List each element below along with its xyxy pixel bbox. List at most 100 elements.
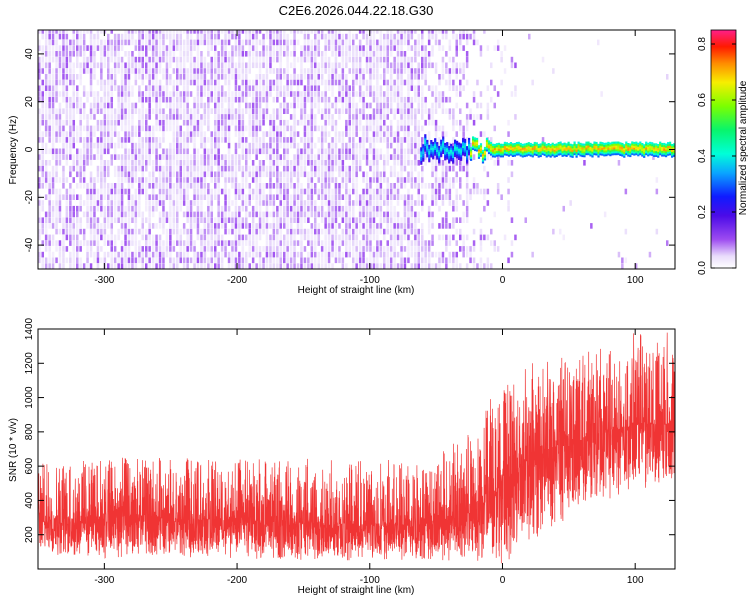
- spectrogram-cell: [65, 56, 69, 63]
- spectrogram-cell: [224, 33, 227, 40]
- spectrogram-cell: [283, 154, 286, 160]
- spectrogram-cell: [327, 223, 331, 229]
- spectrogram-cell: [110, 154, 113, 160]
- spectrogram-cell: [393, 205, 396, 212]
- spectrogram-cell: [103, 108, 107, 114]
- spectrogram-cell: [272, 125, 276, 132]
- spectrogram-cell: [379, 74, 383, 80]
- spectrogram-cell: [38, 183, 41, 189]
- spectrogram-cell: [417, 39, 420, 46]
- spectrogram-cell: [324, 217, 327, 223]
- spectrogram-cell: [69, 183, 72, 189]
- spectrogram-cell: [93, 177, 96, 183]
- spectrogram-cell: [134, 154, 138, 160]
- spectrogram-line-cell: [466, 157, 469, 160]
- spectrogram-cell: [441, 131, 445, 137]
- spectrogram-cell: [327, 165, 331, 172]
- spectrogram-line-cell: [483, 156, 487, 159]
- spectrogram-cell: [352, 205, 355, 212]
- spectrogram-cell: [389, 217, 393, 223]
- spectrogram-cell: [348, 148, 351, 155]
- spectrogram-line-cell: [539, 143, 542, 146]
- spectrogram-cell: [196, 56, 200, 63]
- spectrogram-cell: [110, 51, 113, 57]
- spectrogram-cell: [393, 183, 396, 189]
- spectrogram-cell: [348, 165, 351, 172]
- spectrogram-cell: [459, 263, 462, 269]
- spectrogram-cell: [355, 131, 358, 137]
- spectrogram-cell: [455, 119, 458, 126]
- spectrogram-cell: [283, 160, 286, 166]
- spectrogram-line-cell: [466, 155, 469, 158]
- spectrogram-cell: [107, 205, 110, 212]
- spectrogram-cell: [141, 223, 144, 229]
- spectrogram-cell: [438, 188, 441, 195]
- spectrogram-cell: [258, 56, 262, 63]
- spectrogram-cell: [434, 125, 438, 132]
- spectrogram-cell: [44, 96, 48, 103]
- spectrogram-cell: [296, 188, 300, 195]
- spectrogram-cell: [169, 62, 172, 69]
- spectrogram-cell: [203, 194, 207, 200]
- spectrogram-cell: [365, 194, 369, 200]
- spectrogram-cell: [417, 125, 420, 132]
- spectrogram-line-cell: [442, 140, 445, 143]
- spectrogram-cell: [289, 62, 293, 69]
- spectrogram-cell: [269, 188, 272, 195]
- spectrogram-cell: [251, 51, 255, 57]
- spectrogram-cell: [169, 79, 172, 86]
- spectrogram-cell: [276, 148, 279, 155]
- spectrogram-cell: [103, 125, 107, 132]
- spectrogram-cell: [331, 102, 334, 109]
- spectrogram-cell: [145, 234, 148, 241]
- spectrogram-cell: [296, 211, 300, 218]
- spectrogram-cell: [327, 205, 331, 212]
- spectrogram-cell: [207, 154, 210, 160]
- spectrogram-cell: [196, 62, 200, 69]
- spectrogram-cell: [93, 223, 96, 229]
- spectrogram-line-cell: [531, 153, 534, 156]
- spectrogram-cell: [510, 251, 514, 258]
- spectrogram-cell: [189, 257, 193, 264]
- spectrogram-cell: [289, 240, 293, 246]
- spectrogram-cell: [89, 177, 93, 183]
- spectrogram-cell: [448, 96, 452, 103]
- spectrogram-cell: [72, 125, 75, 132]
- spectrogram-cell: [393, 223, 396, 229]
- spectrogram-cell: [134, 131, 138, 137]
- spectrogram-cell: [189, 68, 193, 74]
- spectrogram-cell: [379, 194, 383, 200]
- spectrogram-cell: [327, 194, 331, 200]
- spectrogram-line-cell: [442, 136, 445, 139]
- spectrogram-line-cell: [507, 145, 510, 148]
- spectrogram-cell: [310, 165, 314, 172]
- spectrogram-line-cell: [468, 147, 471, 150]
- spectrogram-cell: [320, 251, 324, 258]
- spectrogram-cell: [403, 228, 407, 235]
- spectrogram-cell: [65, 51, 69, 57]
- spectrogram-cell: [200, 96, 203, 103]
- spectrogram-cell: [400, 160, 403, 166]
- spectrogram-cell: [396, 240, 400, 246]
- spectrogram-cell: [120, 137, 124, 143]
- spectrogram-line-cell: [535, 153, 538, 156]
- spectrogram-cell: [314, 217, 317, 223]
- spectrogram-cell: [44, 30, 48, 34]
- spectrogram-cell: [38, 85, 41, 91]
- spectrogram-cell: [44, 85, 48, 91]
- spectrogram-line-cell: [424, 143, 427, 146]
- spectrogram-cell: [134, 171, 138, 178]
- spectrogram-cell: [134, 165, 138, 172]
- spectrogram-cell: [445, 240, 448, 246]
- spectrogram-cell: [176, 177, 179, 183]
- spectrogram-cell: [72, 137, 75, 143]
- spectrogram-cell: [283, 119, 286, 126]
- spectrogram-cell: [396, 91, 400, 97]
- spectrogram-cell: [127, 177, 131, 183]
- spectrogram-cell: [238, 137, 241, 143]
- spectrogram-cell: [179, 160, 182, 166]
- spectrogram-line-cell: [483, 158, 487, 161]
- spectrogram-cell: [103, 119, 107, 126]
- spectrogram-cell: [155, 160, 158, 166]
- spectrogram-cell: [327, 62, 331, 69]
